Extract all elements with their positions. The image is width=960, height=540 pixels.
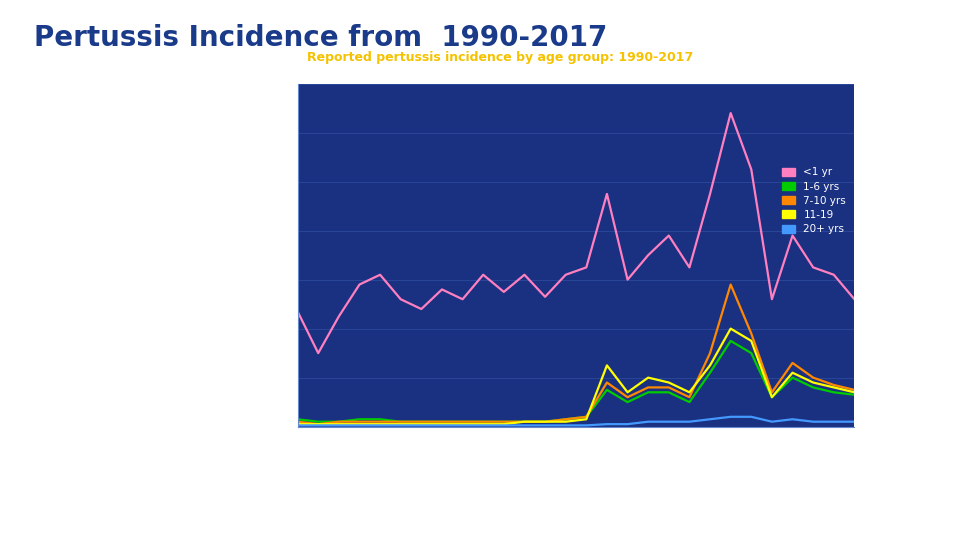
X-axis label: Year: Year xyxy=(557,458,595,472)
Text: 7: 7 xyxy=(905,476,912,486)
Text: Reported pertussis incidence by age group: 1990-2017: Reported pertussis incidence by age grou… xyxy=(307,51,693,64)
Text: Pertussis Incidence from  1990-2017: Pertussis Incidence from 1990-2017 xyxy=(34,24,607,52)
Legend: <1 yr, 1-6 yrs, 7-10 yrs, 11-19, 20+ yrs: <1 yr, 1-6 yrs, 7-10 yrs, 11-19, 20+ yrs xyxy=(780,164,850,237)
Y-axis label: Incidence rate
(per 100,000): Incidence rate (per 100,000) xyxy=(230,213,258,298)
Text: 23: 23 xyxy=(901,513,926,531)
Text: SOURCE: CDC. National Notifiable Diseases Surveillance System, 2017.: SOURCE: CDC. National Notifiable Disease… xyxy=(298,480,546,486)
